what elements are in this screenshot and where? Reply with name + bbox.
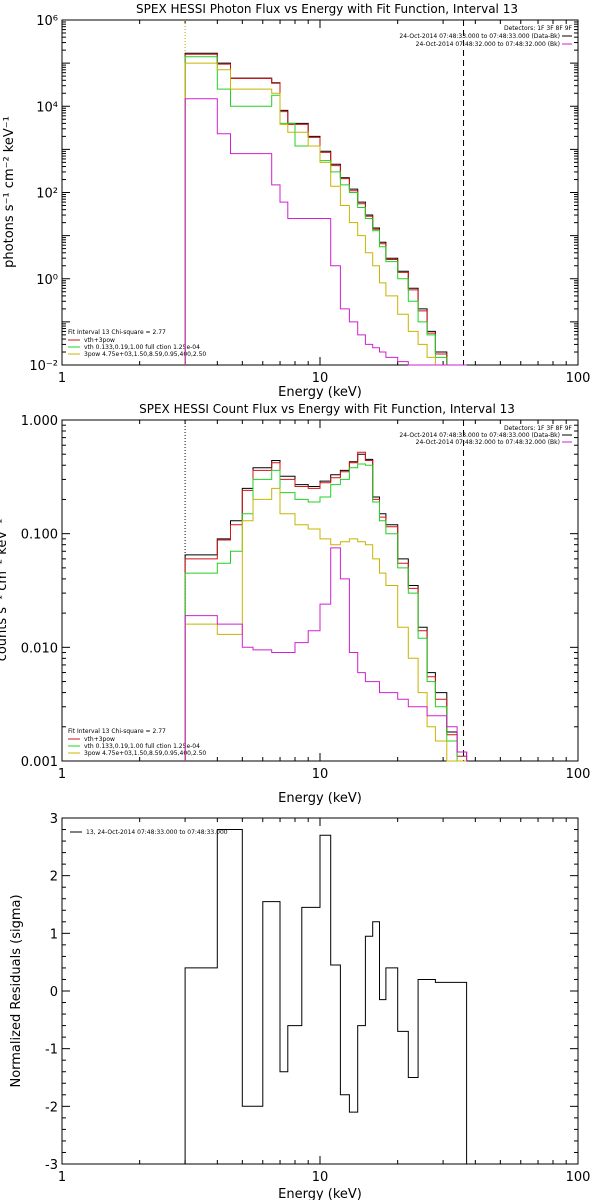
series-line-0	[184, 52, 467, 366]
y-tick-label: 0.100	[21, 528, 58, 543]
x-tick-label: 100	[566, 1170, 591, 1185]
x-axis-label: Energy (keV)	[278, 1187, 362, 1200]
plot-frame	[61, 19, 579, 366]
background-interval-label: 24-Oct-2014 07:48:32.000 to 07:48:32.000…	[416, 439, 560, 446]
x-tick-label: 10	[312, 371, 329, 386]
fit-interval-label: Fit Interval 13 Chi-square = 2.77	[68, 329, 166, 336]
y-tick-label: -1	[45, 1043, 58, 1058]
series-line-4	[184, 547, 468, 761]
series-line-4	[184, 98, 467, 366]
legend-vth-label: vth 0.133,0.19,1.00 full ction 1.25e-04	[84, 743, 200, 750]
series-line-1	[184, 451, 468, 761]
y-tick-label: 2	[50, 870, 58, 885]
y-tick-label: -3	[45, 1158, 58, 1173]
y-tick-label: 10⁰	[36, 273, 58, 288]
y-tick-label: 0.010	[21, 641, 58, 656]
series-line-0	[184, 453, 468, 761]
legend-total-label: vth+3pow	[84, 736, 115, 743]
chart-title: SPEX HESSI Photon Flux vs Energy with Fi…	[136, 2, 518, 16]
y-tick-label: 0.001	[21, 755, 58, 770]
x-tick-label: 1	[58, 1170, 66, 1185]
x-axis-label: Energy (keV)	[278, 385, 362, 400]
x-tick-label: 100	[566, 371, 591, 386]
x-tick-label: 1	[58, 767, 66, 782]
x-tick-label: 100	[566, 767, 591, 782]
photon-flux-panel: SPEX HESSI Photon Flux vs Energy with Fi…	[2, 2, 590, 400]
series-line-2	[184, 56, 467, 366]
legend-residuals-label: 13, 24-Oct-2014 07:48:33.000 to 07:48:33…	[86, 829, 228, 836]
legend-total-label: vth+3pow	[84, 337, 115, 344]
x-tick-label: 10	[312, 767, 329, 782]
y-tick-label: 1.000	[21, 414, 58, 429]
series-line-0	[184, 829, 468, 1164]
fit-interval-label: Fit Interval 13 Chi-square = 2.77	[68, 728, 166, 735]
series-line-1	[184, 53, 467, 366]
y-tick-label: 1	[50, 927, 58, 942]
y-axis-label: Normalized Residuals (sigma)	[9, 894, 24, 1087]
y-tick-label: 0	[50, 985, 58, 1000]
chart-title: SPEX HESSI Count Flux vs Energy with Fit…	[139, 402, 515, 416]
detector-label: Detectors: 1F 3F 8F 9F	[504, 25, 573, 32]
y-tick-label: 10⁴	[36, 100, 58, 115]
data-interval-label: 24-Oct-2014 07:48:33.000 to 07:48:33.000…	[399, 432, 560, 439]
legend-vth-label: vth 0.133,0.19,1.00 full ction 1.25e-04	[84, 344, 200, 351]
data-interval-label: 24-Oct-2014 07:48:33.000 to 07:48:33.000…	[399, 33, 560, 40]
y-tick-label: 10²	[36, 187, 58, 202]
y-tick-label: 10⁶	[36, 14, 58, 29]
y-axis-label: counts s⁻¹ cm⁻² keV⁻¹	[0, 519, 10, 662]
series-line-3	[184, 62, 467, 366]
detector-label: Detectors: 1F 3F 8F 9F	[504, 425, 573, 432]
legend-3pow-label: 3pow 4.75e+03,1.50,8.59,0.95,400,2.50	[84, 351, 206, 358]
x-tick-label: 1	[58, 371, 66, 386]
plot-frame	[61, 419, 579, 762]
legend-3pow-label: 3pow 4.75e+03,1.50,8.59,0.95,400,2.50	[84, 750, 206, 757]
background-interval-label: 24-Oct-2014 07:48:32.000 to 07:48:32.000…	[416, 41, 560, 48]
series-line-2	[184, 463, 467, 762]
x-axis-label: Energy (keV)	[278, 791, 362, 806]
residuals-panel: Normalized Residuals (sigma) Energy (keV…	[9, 812, 591, 1202]
x-tick-label: 10	[312, 1170, 329, 1185]
y-tick-label: 3	[50, 812, 58, 827]
y-axis-label: photons s⁻¹ cm⁻² keV⁻¹	[2, 116, 17, 268]
y-tick-label: -2	[45, 1100, 58, 1115]
series-line-3	[184, 487, 467, 762]
count-flux-panel: SPEX HESSI Count Flux vs Energy with Fit…	[0, 402, 590, 806]
y-tick-label: 10⁻²	[29, 359, 58, 374]
